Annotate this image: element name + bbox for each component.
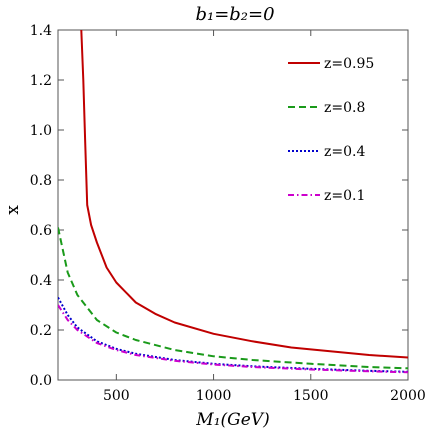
chart-title: b₁=b₂=0 [195, 4, 274, 25]
legend-label: z=0.8 [324, 100, 365, 116]
y-tick-label: 1.2 [30, 73, 52, 89]
series-layer [58, 30, 408, 374]
legend: z=0.95 z=0.8 z=0.4 z=0.1 [288, 56, 374, 204]
y-tick-label: 0.0 [30, 373, 52, 389]
series-line-2 [58, 297, 408, 373]
x-tick-label: 500 [103, 388, 130, 404]
series-line-0 [80, 30, 408, 359]
x-tick-label: 1000 [196, 388, 232, 404]
series-line-3 [58, 304, 408, 374]
y-tick-label: 1.0 [30, 123, 52, 139]
y-tick-label: 0.4 [30, 273, 52, 289]
axis-ticks: 500 1000 1500 2000 0.0 0.2 0.4 0.6 0.8 1.0 1.2 1.4 [30, 23, 426, 404]
x-tick-label: 1500 [293, 388, 329, 404]
x-axis-label: M₁(GeV) [195, 410, 269, 430]
series-line-1 [58, 227, 408, 370]
y-tick-label: 0.2 [30, 323, 52, 339]
legend-label: z=0.1 [324, 188, 365, 204]
x-tick-label: 2000 [390, 388, 426, 404]
legend-label: z=0.95 [324, 56, 374, 72]
y-tick-label: 0.8 [30, 173, 52, 189]
y-axis-label: x [3, 205, 23, 215]
y-tick-label: 1.4 [30, 23, 52, 39]
legend-label: z=0.4 [324, 144, 365, 160]
plot-frame [57, 29, 409, 381]
y-tick-label: 0.6 [30, 223, 52, 239]
